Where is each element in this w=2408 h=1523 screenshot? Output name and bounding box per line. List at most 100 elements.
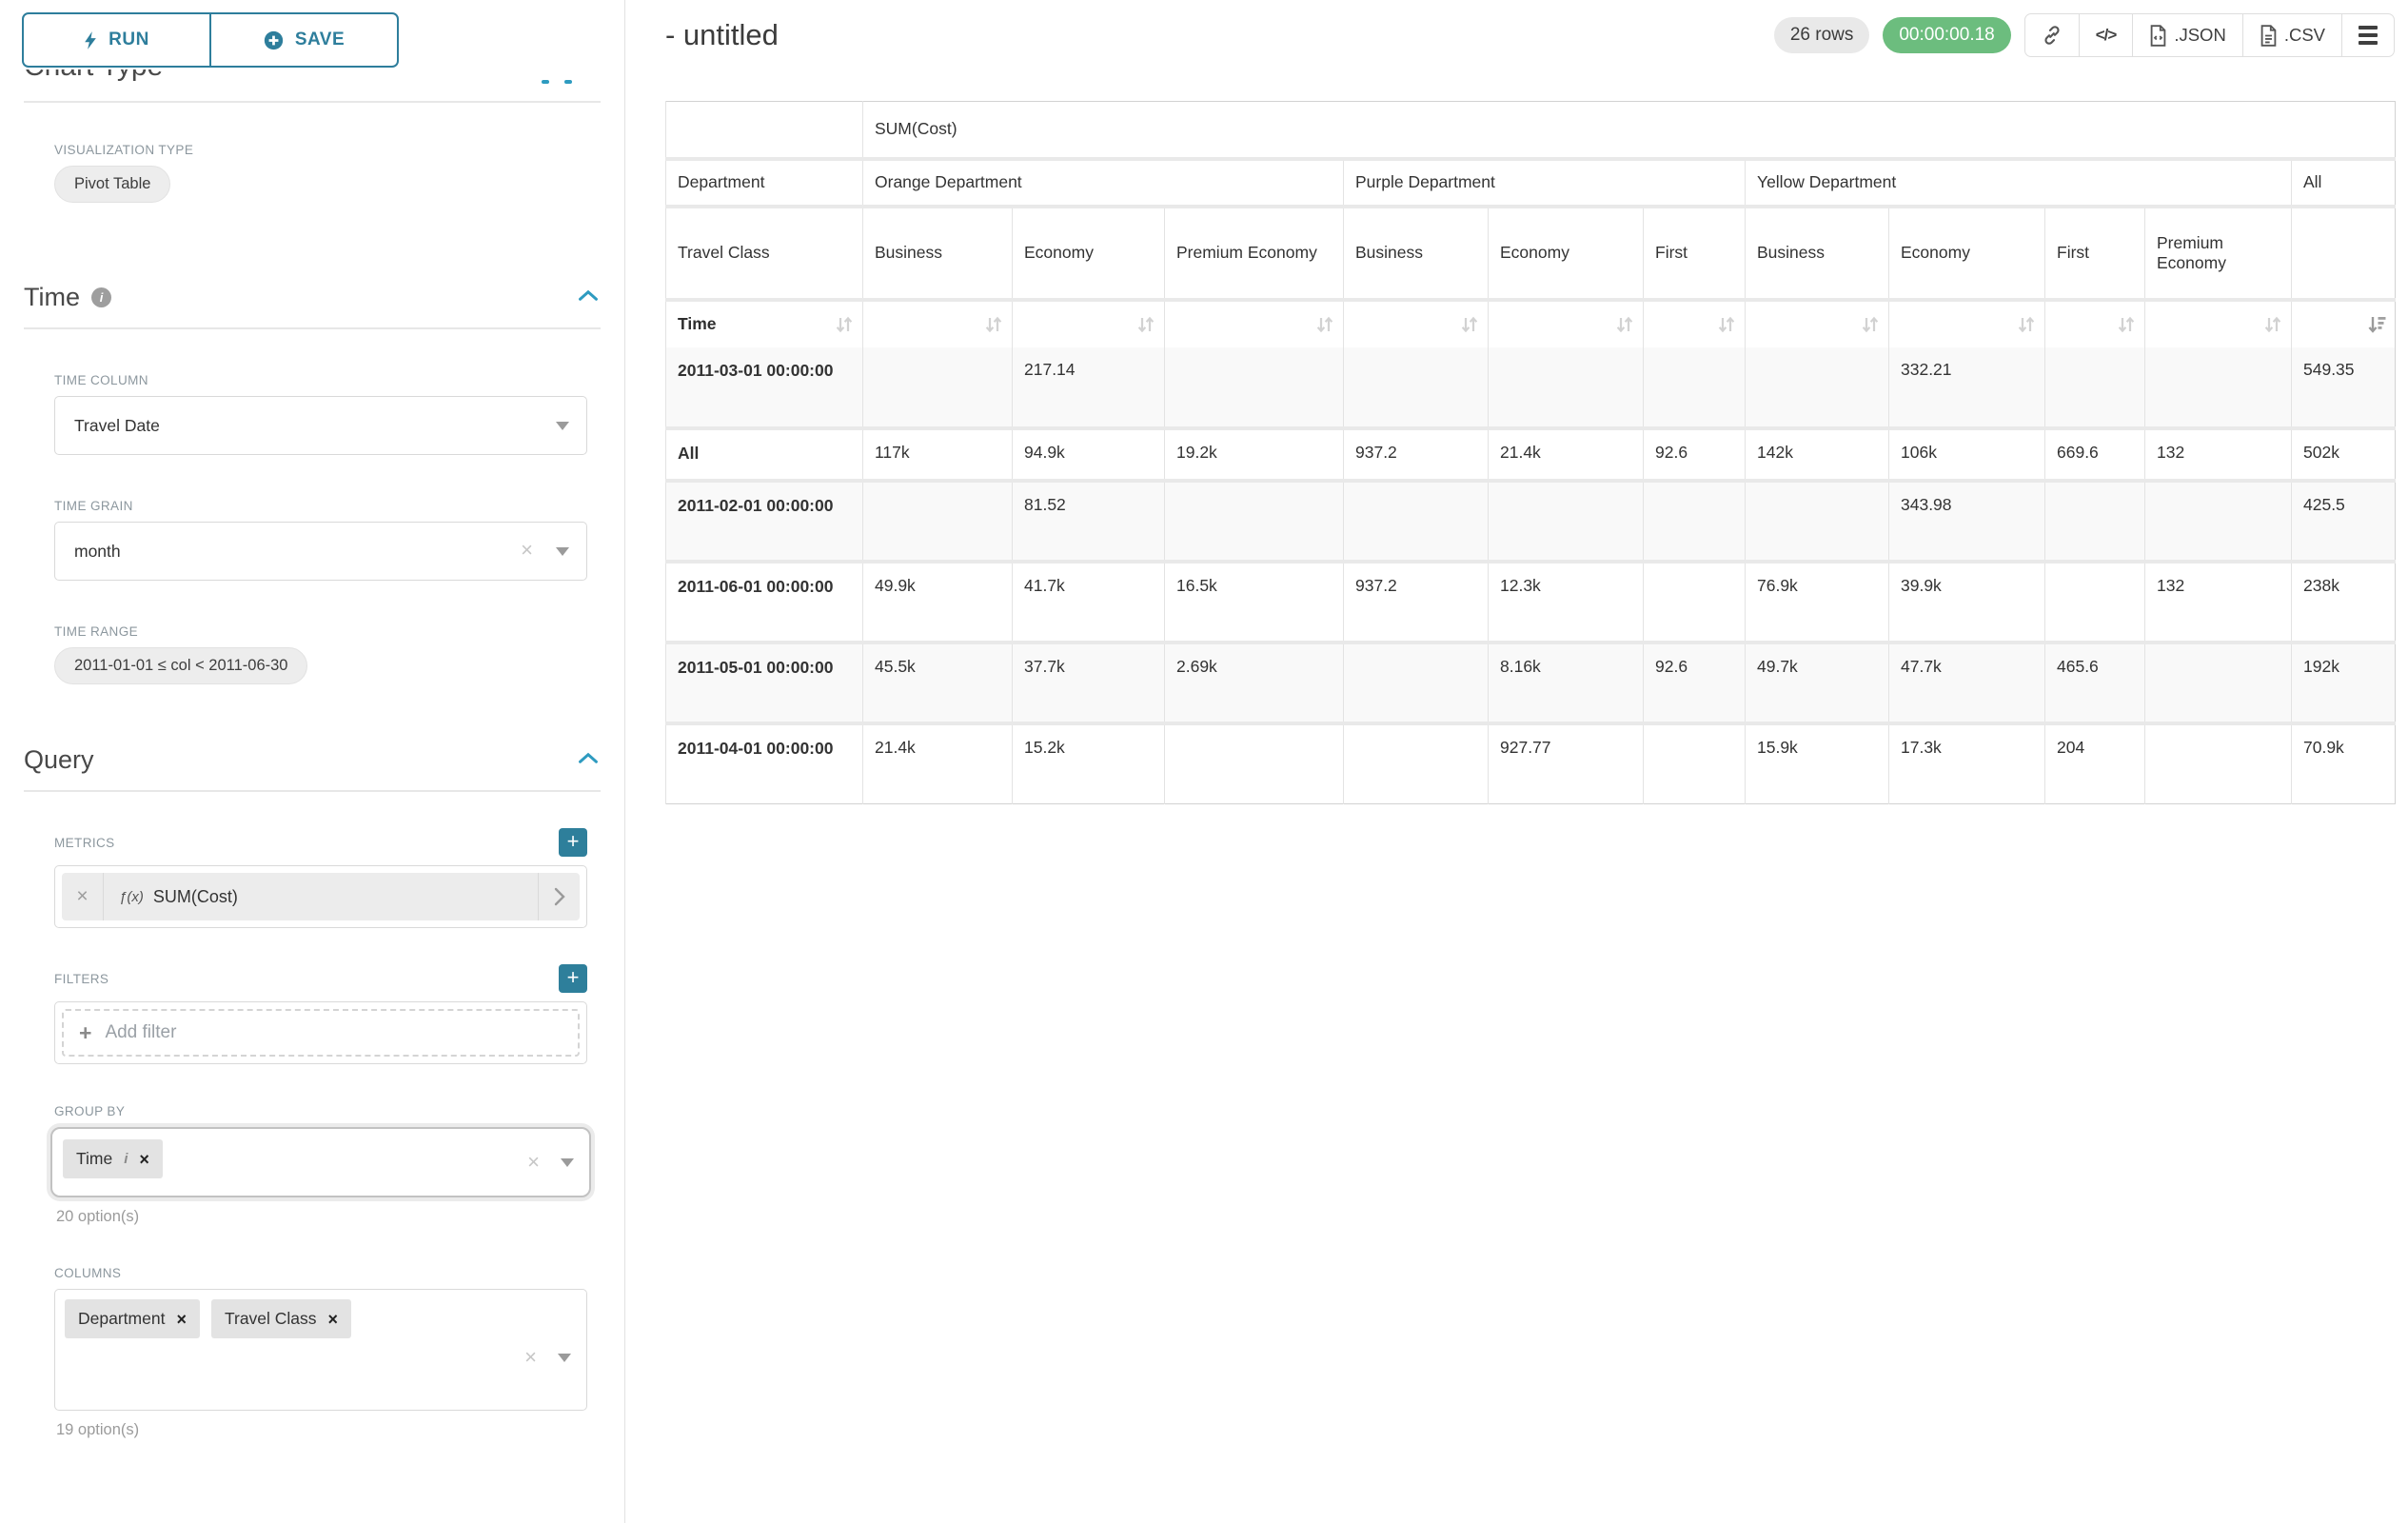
time-sort-cell[interactable]: Time bbox=[665, 297, 863, 347]
query-section-title: Query bbox=[24, 745, 94, 774]
time-grain-label: TIME GRAIN bbox=[54, 499, 133, 513]
pivot-value-cell bbox=[1488, 346, 1644, 428]
visualization-type-pill[interactable]: Pivot Table bbox=[54, 166, 171, 203]
sort-cell[interactable] bbox=[1745, 297, 1889, 347]
sort-cell[interactable] bbox=[1343, 297, 1489, 347]
share-link-button[interactable] bbox=[2025, 14, 2079, 56]
add-metric-button[interactable]: + bbox=[559, 828, 587, 857]
time-grain-select[interactable]: month × bbox=[54, 522, 587, 581]
save-button-label: SAVE bbox=[294, 30, 345, 49]
pivot-data-row: 2011-05-01 00:00:00 45.5k 37.7k 2.69k 8.16k 9… bbox=[665, 640, 2396, 723]
time-axis-label: Time bbox=[678, 314, 717, 333]
pivot-value-cell bbox=[2044, 478, 2145, 562]
caret-down-icon[interactable] bbox=[561, 1157, 574, 1167]
sort-cell[interactable] bbox=[862, 297, 1013, 347]
pivot-value-cell bbox=[1745, 478, 1889, 562]
export-json-button[interactable]: .JSON bbox=[2132, 14, 2241, 56]
sort-cell[interactable] bbox=[2044, 297, 2145, 347]
metric-header-row: SUM(Cost) bbox=[665, 101, 2396, 159]
caret-down-icon[interactable] bbox=[556, 547, 569, 556]
row-label: 2011-03-01 00:00:00 bbox=[665, 346, 863, 428]
add-filter-plus-button[interactable]: + bbox=[559, 964, 587, 993]
export-json-label: .JSON bbox=[2174, 25, 2226, 45]
pivot-value-cell: 21.4k bbox=[1488, 425, 1644, 481]
pivot-value-cell: 927.77 bbox=[1488, 721, 1644, 804]
export-csv-button[interactable]: .CSV bbox=[2241, 14, 2341, 56]
caret-down-icon[interactable] bbox=[558, 1353, 571, 1362]
sort-updown-icon bbox=[1461, 316, 1478, 332]
pivot-value-cell: 92.6 bbox=[1643, 640, 1746, 723]
pivot-value-cell: 549.35 bbox=[2290, 346, 2396, 428]
chip-label: Time bbox=[76, 1149, 113, 1168]
time-section-header: Time i bbox=[24, 283, 601, 312]
group-by-chip-time[interactable]: Time i × bbox=[63, 1139, 163, 1178]
columns-select[interactable]: Department × Travel Class × × bbox=[54, 1289, 587, 1411]
view-query-button[interactable]: </> bbox=[2078, 14, 2133, 56]
clear-icon[interactable]: × bbox=[524, 1345, 537, 1369]
add-filter-button[interactable]: + Add filter bbox=[62, 1009, 580, 1057]
columns-chip-travel-class[interactable]: Travel Class × bbox=[210, 1299, 352, 1338]
remove-chip-icon[interactable]: × bbox=[327, 1309, 339, 1329]
group-by-select[interactable]: Time i × × bbox=[50, 1127, 591, 1197]
department-header-row: Department Orange Department Purple Depa… bbox=[665, 156, 2396, 207]
columns-label: COLUMNS bbox=[54, 1266, 122, 1280]
metric-item[interactable]: × ƒ(x) SUM(Cost) bbox=[62, 873, 580, 920]
chip-label: Travel Class bbox=[224, 1309, 317, 1328]
pivot-value-cell bbox=[862, 478, 1013, 562]
time-range-label: TIME RANGE bbox=[54, 624, 139, 639]
travel-class-header: Premium Economy bbox=[1164, 204, 1344, 300]
travel-class-header: First bbox=[1643, 204, 1746, 300]
columns-chip-department[interactable]: Department × bbox=[65, 1299, 200, 1338]
pivot-value-cell: 2.69k bbox=[1164, 640, 1344, 723]
sort-cell[interactable] bbox=[1643, 297, 1746, 347]
json-file-icon bbox=[2151, 24, 2166, 47]
travel-class-header: Business bbox=[1343, 204, 1489, 300]
menu-icon bbox=[2359, 26, 2378, 45]
expand-metric-icon[interactable] bbox=[538, 873, 580, 920]
travel-class-axis-label: Travel Class bbox=[665, 204, 863, 300]
chart-type-section-clipped: Chart Type bbox=[24, 69, 601, 86]
time-range-pill[interactable]: 2011-01-01 ≤ col < 2011-06-30 bbox=[54, 647, 308, 684]
more-options-button[interactable] bbox=[2341, 14, 2394, 56]
chart-title[interactable]: - untitled bbox=[665, 18, 779, 51]
info-icon: i bbox=[91, 287, 111, 307]
collapse-time-section[interactable] bbox=[576, 288, 601, 307]
remove-metric-icon[interactable]: × bbox=[62, 873, 104, 920]
time-section-title: Time bbox=[24, 283, 80, 311]
travel-class-header: Business bbox=[1745, 204, 1889, 300]
run-button[interactable]: RUN bbox=[22, 12, 210, 68]
clear-icon[interactable]: × bbox=[527, 1150, 540, 1174]
collapse-query-section[interactable] bbox=[576, 751, 601, 770]
time-column-select[interactable]: Travel Date bbox=[54, 396, 587, 455]
pivot-value-cell: 192k bbox=[2290, 640, 2396, 723]
remove-chip-icon[interactable]: × bbox=[176, 1309, 187, 1329]
sort-updown-icon bbox=[985, 316, 1002, 332]
sort-cell[interactable] bbox=[1012, 297, 1165, 347]
sort-cell[interactable] bbox=[1164, 297, 1344, 347]
sort-updown-icon bbox=[1616, 316, 1633, 332]
pivot-value-cell: 94.9k bbox=[1012, 425, 1165, 481]
pivot-table: SUM(Cost) Department Orange Department P… bbox=[665, 101, 2397, 804]
caret-down-icon[interactable] bbox=[556, 422, 569, 430]
pivot-value-cell: 37.7k bbox=[1012, 640, 1165, 723]
pivot-value-cell bbox=[1745, 346, 1889, 428]
sort-cell[interactable] bbox=[1888, 297, 2045, 347]
sort-row: Time bbox=[665, 297, 2396, 347]
chart-header: - untitled 26 rows 00:00:00.18 </> .JSON bbox=[665, 13, 2395, 57]
pivot-value-cell bbox=[2044, 346, 2145, 428]
save-button[interactable]: SAVE bbox=[210, 12, 399, 68]
remove-chip-icon[interactable]: × bbox=[139, 1149, 149, 1169]
pivot-data-row: 2011-04-01 00:00:00 21.4k 15.2k 927.77 15.9k… bbox=[665, 721, 2396, 804]
plus-icon: + bbox=[79, 1019, 92, 1045]
sort-updown-icon bbox=[1718, 316, 1735, 332]
sort-cell-all-active[interactable] bbox=[2290, 297, 2396, 347]
pivot-value-cell: 425.5 bbox=[2290, 478, 2396, 562]
pivot-value-cell bbox=[1643, 559, 1746, 643]
sort-cell[interactable] bbox=[1488, 297, 1644, 347]
pivot-value-cell: 39.9k bbox=[1888, 559, 2045, 643]
clear-icon[interactable]: × bbox=[521, 538, 533, 562]
divider bbox=[24, 101, 601, 103]
sort-cell[interactable] bbox=[2144, 297, 2292, 347]
corner-cell bbox=[665, 101, 863, 159]
department-group-header: Orange Department bbox=[862, 156, 1344, 207]
